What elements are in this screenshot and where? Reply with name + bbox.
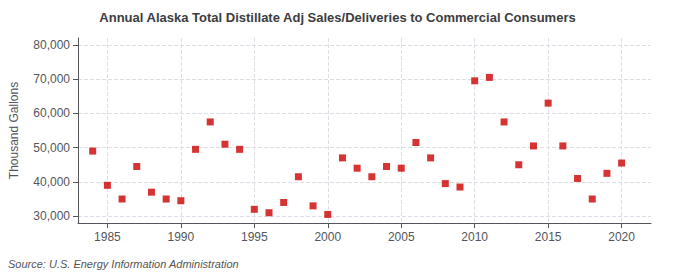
svg-text:1990: 1990	[167, 230, 194, 244]
svg-text:50,000: 50,000	[33, 141, 70, 155]
svg-text:30,000: 30,000	[33, 209, 70, 223]
svg-text:2015: 2015	[535, 230, 562, 244]
svg-text:1995: 1995	[241, 230, 268, 244]
svg-text:Thousand Gallons: Thousand Gallons	[7, 82, 21, 179]
svg-text:1985: 1985	[94, 230, 121, 244]
svg-text:2000: 2000	[314, 230, 341, 244]
svg-text:60,000: 60,000	[33, 106, 70, 120]
svg-text:80,000: 80,000	[33, 38, 70, 52]
svg-text:Annual Alaska Total Distillate: Annual Alaska Total Distillate Adj Sales…	[99, 10, 575, 25]
svg-text:70,000: 70,000	[33, 72, 70, 86]
svg-text:2020: 2020	[608, 230, 635, 244]
svg-text:40,000: 40,000	[33, 175, 70, 189]
svg-text:2005: 2005	[388, 230, 415, 244]
svg-text:2010: 2010	[461, 230, 488, 244]
svg-text:Source: U.S. Energy Informatio: Source: U.S. Energy Information Administ…	[8, 258, 239, 270]
